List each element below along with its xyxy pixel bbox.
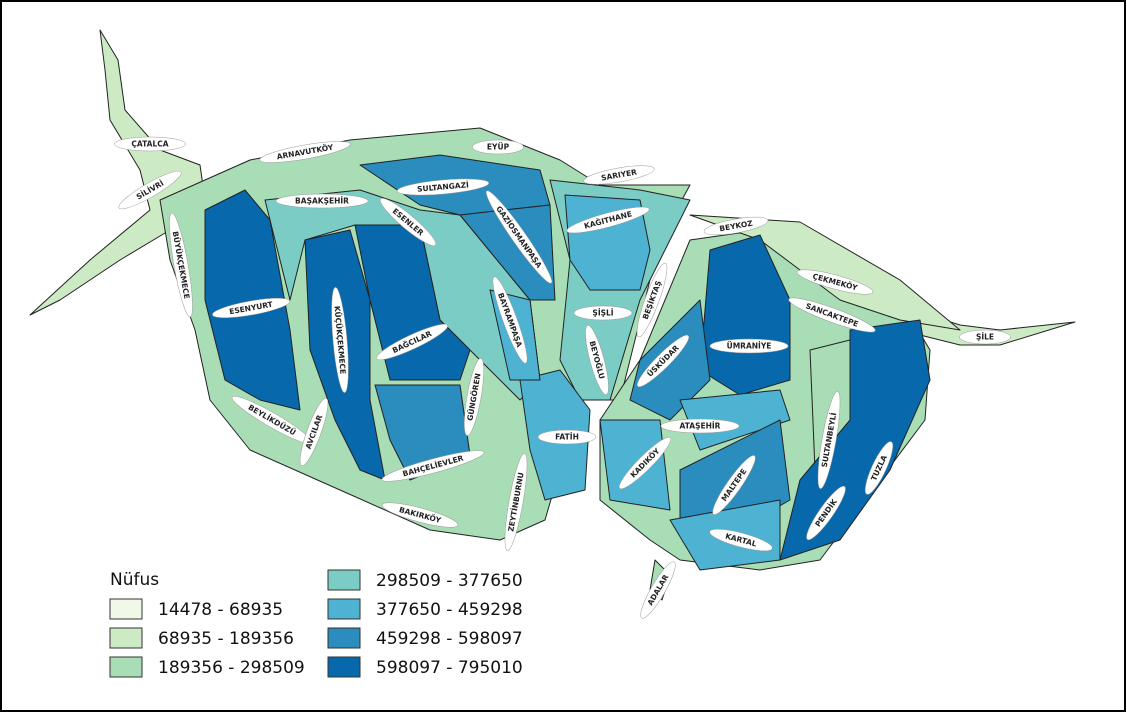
district-name: EYÜP [487,143,510,152]
district-label: ŞİLE [959,330,1010,344]
district-name: FATİH [555,433,579,442]
legend-swatch [110,599,142,619]
legend-label: 68935 - 189356 [158,629,294,649]
legend-swatch [110,657,142,677]
district-label: BAŞAKŞEHİR [276,194,368,208]
map: ÇATALCAARNAVUTKÖYEYÜPSİLİVRİBAŞAKŞEHİRSU… [0,0,1127,713]
district-label: ÇATALCA [114,137,186,151]
district-name: ÜMRANİYE [727,342,772,351]
district-label: ATAŞEHİR [661,419,739,433]
legend-title: Nüfus [110,570,159,590]
legend-swatch [328,570,360,590]
district-name: BAŞAKŞEHİR [295,197,349,206]
district-label: FATİH [538,430,596,444]
district-name: ATAŞEHİR [680,422,721,431]
district-name: ŞİLE [976,333,994,342]
legend-label: 14478 - 68935 [158,600,283,620]
district-label: ÜMRANİYE [710,339,788,353]
legend-swatch [110,628,142,648]
legend-label: 459298 - 598097 [376,629,523,649]
legend-label: 298509 - 377650 [376,571,523,591]
district-name: ÇATALCA [131,140,168,149]
legend-swatch [328,599,360,619]
district-name: ŞİŞLİ [592,309,613,318]
legend-label: 598097 - 795010 [376,658,523,678]
legend-label: 189356 - 298509 [158,658,305,678]
district-label: ŞİŞLİ [574,306,632,320]
legend-swatch [328,657,360,677]
legend-label: 377650 - 459298 [376,600,523,620]
district-label: EYÜP [472,140,523,154]
legend-swatch [328,628,360,648]
